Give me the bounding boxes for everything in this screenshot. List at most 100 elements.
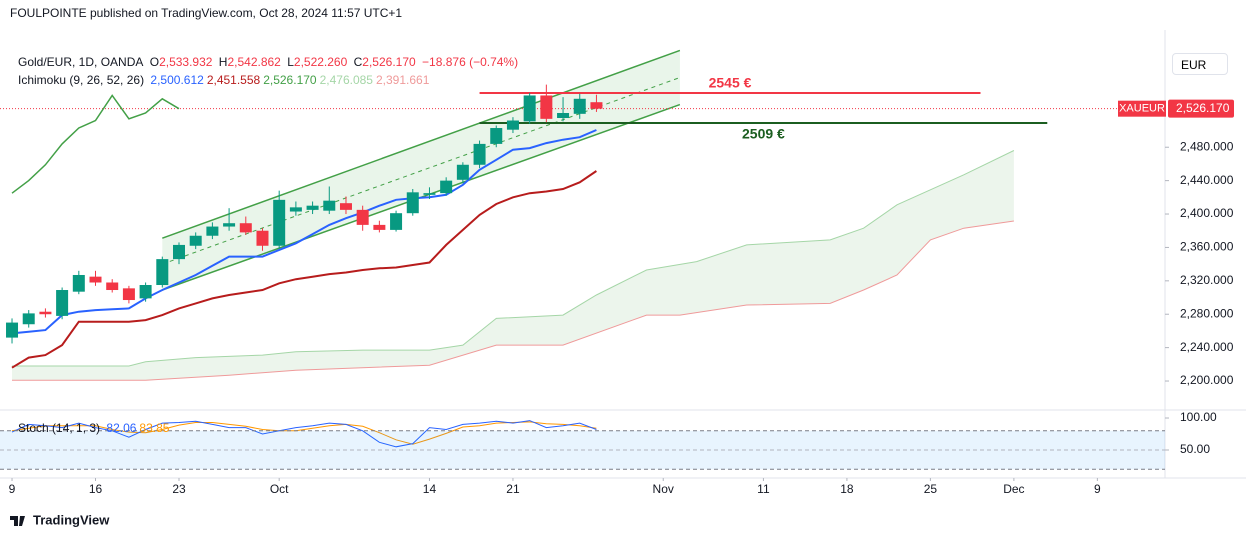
candle-body — [172, 244, 185, 260]
candle-body — [56, 290, 69, 316]
candle-body — [156, 259, 169, 286]
symbol-tag — [1118, 100, 1166, 117]
candle-body — [506, 120, 519, 130]
ichimoku-value: 2,451.558 — [206, 73, 261, 87]
candle-body — [273, 199, 286, 246]
ichimoku-value: 2,500.612 — [150, 73, 204, 87]
x-tick-label: 25 — [924, 482, 938, 496]
stoch-value: 82.06 — [106, 421, 137, 435]
candle-body — [356, 209, 369, 225]
candle-body — [223, 223, 236, 227]
channel-upper — [162, 49, 681, 239]
y-tick-label: 2,440.000 — [1180, 173, 1234, 187]
price-tag — [1168, 99, 1234, 118]
x-tick-label: Oct — [270, 482, 289, 496]
candle-body — [390, 213, 403, 230]
legend-l-label: L — [287, 55, 294, 69]
stoch-d — [11, 421, 597, 445]
candle-body — [590, 102, 603, 109]
candle-body — [106, 282, 119, 291]
y-tick-label: 2,320.000 — [1180, 273, 1234, 287]
y-tick-label: 2,400.000 — [1180, 206, 1234, 220]
candle-body — [540, 95, 553, 119]
y-tick-label: 2,240.000 — [1180, 340, 1234, 354]
candle-body — [557, 112, 570, 119]
candle-body — [122, 288, 135, 301]
legend-l: 2,522.260 — [293, 55, 348, 69]
x-tick-label: Dec — [1003, 482, 1024, 496]
candle-body — [523, 95, 536, 122]
x-tick-label: Nov — [653, 482, 674, 496]
candle-body — [423, 193, 436, 195]
candle-body — [22, 313, 35, 325]
candle-body — [72, 274, 85, 292]
candle-body — [456, 164, 469, 180]
stoch-title: Stoch (14, 1, 3) — [18, 421, 101, 435]
senkou-b — [12, 220, 1014, 381]
stoch-tick-label: 100.00 — [1180, 410, 1217, 424]
legend-o-label: O — [149, 55, 160, 69]
level-label: 2509 € — [742, 126, 785, 142]
x-tick-label: 23 — [172, 482, 186, 496]
level-label: 2545 € — [709, 75, 752, 91]
x-tick-label: 9 — [1094, 482, 1101, 496]
legend-o: 2,533.932 — [159, 55, 213, 69]
candle-body — [139, 285, 152, 299]
ichimoku-title: Ichimoku (9, 26, 52, 26) — [18, 73, 145, 87]
kijun — [11, 170, 597, 369]
ohlc-legend: Gold/EUR, 1D, OANDA O2,533.932 H2,542.86… — [18, 55, 521, 69]
y-tick-label: 2,200.000 — [1180, 373, 1234, 387]
candle-body — [39, 311, 52, 315]
legend-change: −18.876 (−0.74%) — [422, 55, 519, 69]
stoch-legend: Stoch (14, 1, 3) 82.06 83.85 — [18, 421, 172, 435]
candle-body — [256, 230, 269, 246]
logo-icon — [10, 516, 25, 526]
candle-body — [189, 235, 202, 246]
candle-body — [306, 205, 319, 210]
ichimoku-value: 2,526.170 — [263, 73, 317, 87]
candle-body — [440, 180, 453, 194]
x-tick-label: 21 — [506, 482, 520, 496]
legend-c: 2,526.170 — [362, 55, 416, 69]
y-tick-label: 2,360.000 — [1180, 240, 1234, 254]
candle-body — [473, 143, 486, 165]
tenkan — [11, 129, 597, 335]
senkou-a — [12, 150, 1015, 367]
footer-logo: TradingView — [33, 512, 110, 527]
symbol-tag-text: XAUEUR — [1119, 103, 1165, 115]
stoch-k — [11, 420, 597, 448]
candle-body — [406, 192, 419, 214]
symbol-title: Gold/EUR, 1D, OANDA — [18, 55, 144, 69]
candle-body — [89, 276, 102, 283]
y-tick-label: 2,480.000 — [1180, 139, 1234, 153]
price-tag-text: 2,526.170 — [1176, 101, 1230, 115]
x-tick-label: 16 — [89, 482, 103, 496]
legend-h: 2,542.862 — [227, 55, 281, 69]
plot-area: 2545 € 2509 € — [0, 49, 1165, 448]
header: FOULPOINTE published on TradingView.com,… — [10, 6, 402, 20]
legend-h-label: H — [218, 55, 228, 69]
y-tick-label: 2,280.000 — [1180, 306, 1234, 320]
currency-button[interactable]: EUR — [1172, 53, 1228, 75]
candle-body — [339, 203, 352, 210]
stoch-value: 83.85 — [139, 421, 170, 435]
chikou — [11, 94, 180, 194]
ichimoku-value: 2,391.661 — [375, 73, 430, 87]
legend-c-label: C — [353, 55, 363, 69]
x-tick-label: 9 — [9, 482, 16, 496]
ichimoku-legend: Ichimoku (9, 26, 52, 26) 2,500.612 2,451.… — [18, 73, 432, 87]
ichimoku-cloud — [12, 150, 1014, 381]
x-tick-label: 11 — [757, 482, 770, 496]
candle-body — [490, 128, 503, 144]
candle-body — [573, 98, 586, 114]
stoch-tick-label: 50.00 — [1180, 442, 1210, 456]
candle-body — [373, 224, 386, 230]
candle-body — [6, 322, 19, 338]
candle-body — [289, 207, 302, 212]
x-tick-label: 18 — [840, 482, 854, 496]
candle-body — [206, 226, 219, 236]
x-tick-label: 14 — [423, 482, 437, 496]
ichimoku-value: 2,476.085 — [319, 73, 373, 87]
